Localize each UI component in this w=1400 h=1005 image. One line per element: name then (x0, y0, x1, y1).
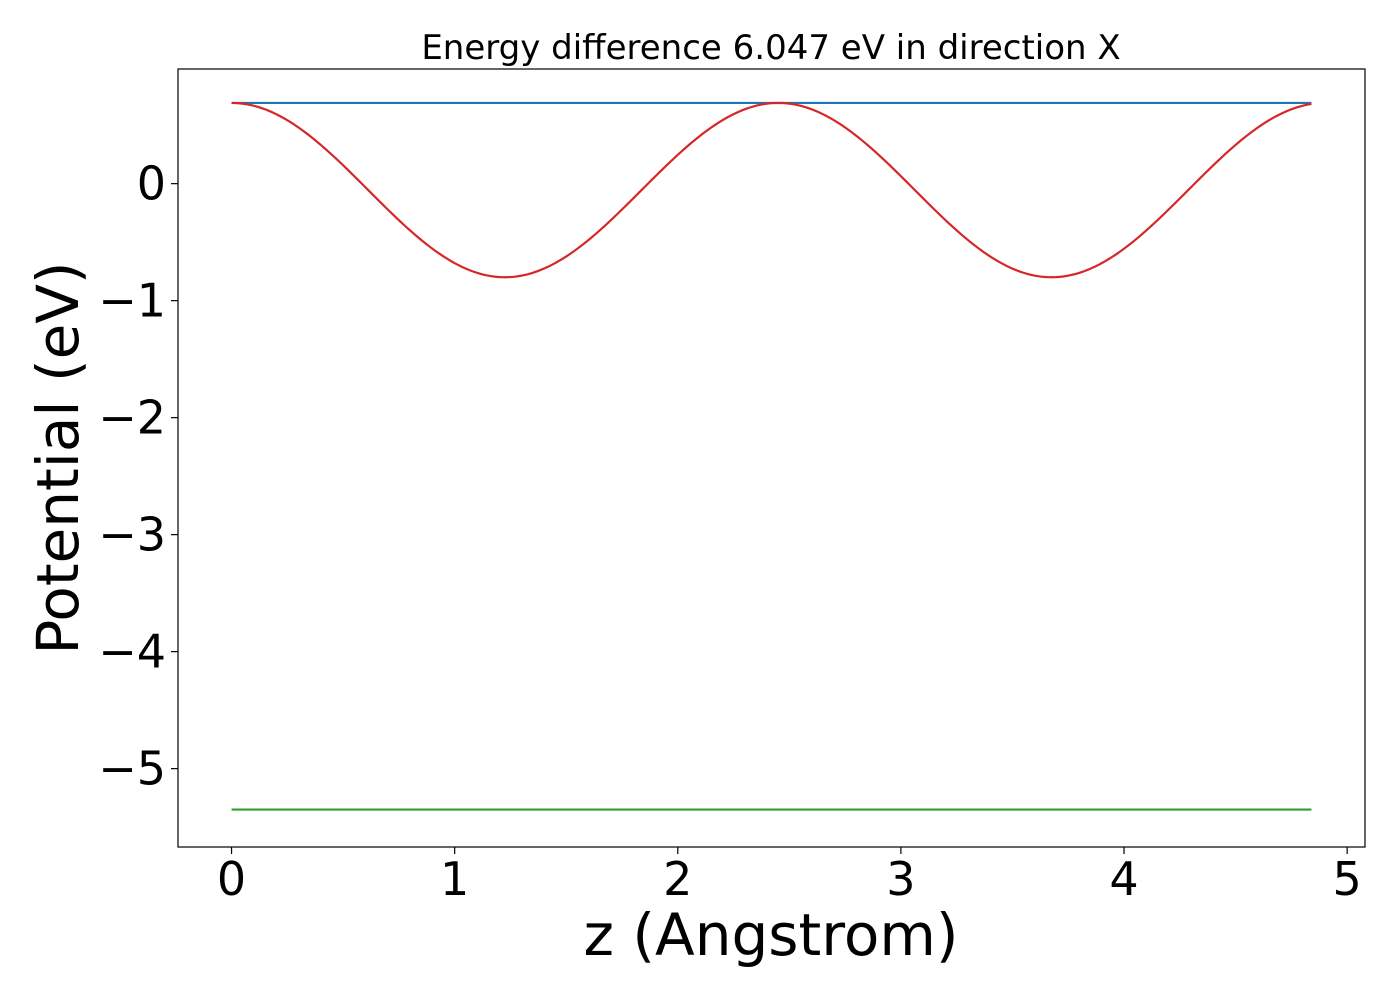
x-axis-ticks: 0 1 2 3 4 5 (217, 847, 1362, 906)
y-tick-label: −3 (98, 508, 166, 562)
y-axis-label: Potential (eV) (24, 261, 92, 654)
series-line-2 (231, 101, 1312, 279)
x-tick-label: 1 (440, 852, 469, 906)
y-tick-label: −2 (98, 391, 166, 445)
series-layer (231, 101, 1312, 811)
x-tick-label: 0 (217, 852, 246, 906)
y-tick-label: −1 (98, 274, 166, 328)
y-tick-label: −5 (98, 742, 166, 796)
y-tick-label: −4 (98, 625, 166, 679)
y-tick-label: 0 (137, 157, 166, 211)
x-tick-label: 2 (663, 852, 692, 906)
y-axis-ticks: 0 −1 −2 −3 −4 −5 (98, 157, 178, 796)
x-tick-label: 4 (1109, 852, 1138, 906)
x-tick-label: 5 (1333, 852, 1362, 906)
plot-frame (177, 68, 1366, 848)
x-tick-label: 3 (886, 852, 915, 906)
chart-title: Energy difference 6.047 eV in direction … (421, 28, 1120, 68)
x-axis-label: z (Angstrom) (584, 901, 959, 969)
